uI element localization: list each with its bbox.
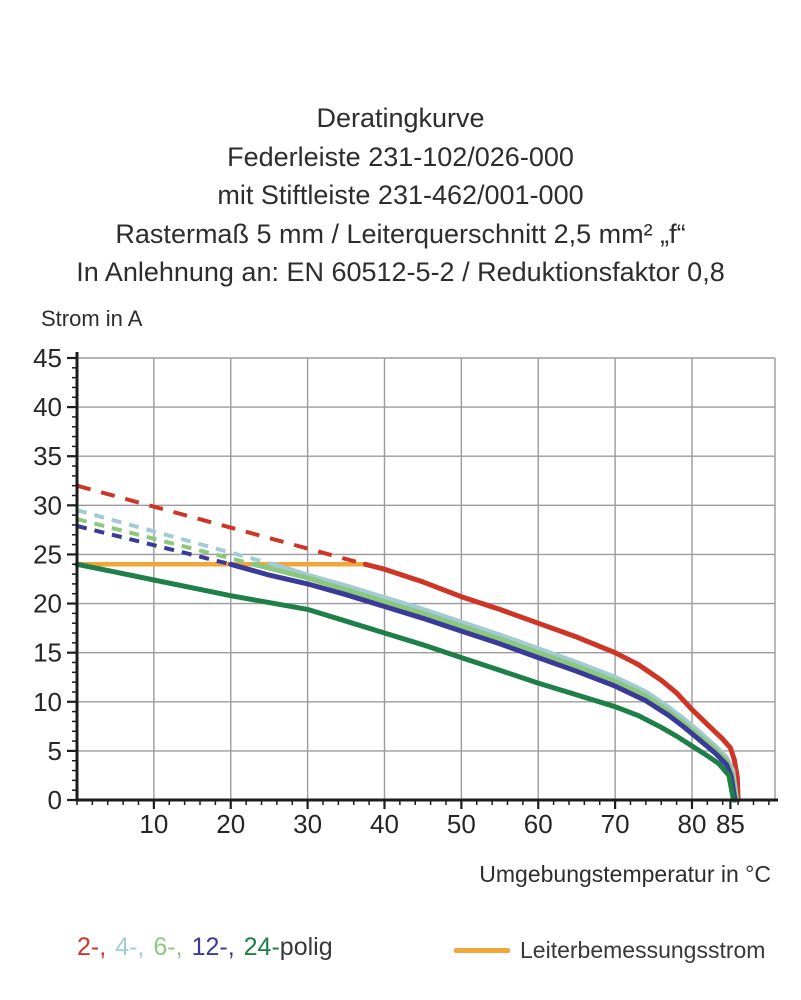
- y-axis-title: Strom in A: [41, 306, 143, 331]
- y-tick-label: 10: [33, 687, 62, 717]
- legend-token-6-polig: 6-,: [153, 933, 183, 961]
- x-tick-label: 10: [139, 809, 168, 839]
- rated-current-line-swatch: [454, 947, 510, 953]
- x-tick-label: 40: [370, 809, 399, 839]
- 12-polig-dashed-line: [76, 524, 232, 567]
- legend-token-2-polig: 2-,: [77, 933, 107, 961]
- y-tick-label: 20: [33, 589, 62, 619]
- y-tick-label: 40: [33, 392, 62, 422]
- legend-token-12-polig: 12-,: [191, 933, 235, 961]
- y-tick-label: 45: [33, 343, 62, 373]
- x-axis-title: Umgebungstemperatur in °C: [479, 861, 771, 887]
- title-line-5: In Anlehnung an: EN 60512-5-2 / Reduktio…: [76, 257, 725, 287]
- x-tick-label: 20: [216, 809, 245, 839]
- x-tick-label: 30: [293, 809, 322, 839]
- legend-suffix-polig: polig: [279, 933, 333, 961]
- title-line-1: Deratingkurve: [316, 103, 485, 133]
- 2-polig-dashed-line: [76, 483, 366, 567]
- legend-pole-counts: 2-, 4-, 6-, 12-, 24-polig: [77, 933, 333, 962]
- title-line-4: Rastermaß 5 mm / Leiterquerschnitt 2,5 m…: [115, 218, 686, 249]
- x-tick-label: 80: [678, 809, 707, 839]
- x-tick-label: 60: [524, 809, 553, 839]
- title-line-3: mit Stiftleiste 231-462/001-000: [217, 180, 584, 210]
- legend-rated-current: Leiterbemessungsstrom: [454, 933, 765, 967]
- y-tick-label: 15: [33, 638, 62, 668]
- 12-polig-solid-line: [228, 561, 738, 803]
- y-tick-label: 30: [33, 490, 62, 520]
- 6-polig-solid-line: [251, 561, 739, 803]
- title-line-2: Federleiste 231-102/026-000: [227, 141, 574, 172]
- rated-current-label: Leiterbemessungsstrom: [520, 936, 766, 963]
- 6-polig-dashed-line: [76, 517, 255, 567]
- 24-polig-solid-line: [74, 561, 736, 803]
- x-tick-label: 85: [716, 809, 745, 839]
- chart-title-block: Deratingkurve Federleiste 231-102/026-00…: [0, 99, 801, 292]
- y-tick-label: 35: [33, 441, 62, 471]
- x-tick-label: 70: [601, 809, 630, 839]
- x-tick-label: 50: [447, 809, 476, 839]
- y-tick-label: 25: [33, 539, 62, 569]
- legend-token-24-polig: 24-: [243, 933, 280, 961]
- 4-polig-dashed-line: [76, 508, 274, 567]
- legend-token-4-polig: 4-,: [115, 933, 145, 961]
- 2-polig-solid-line: [362, 561, 741, 803]
- y-tick-label: 0: [48, 785, 62, 815]
- y-tick-label: 5: [48, 736, 62, 766]
